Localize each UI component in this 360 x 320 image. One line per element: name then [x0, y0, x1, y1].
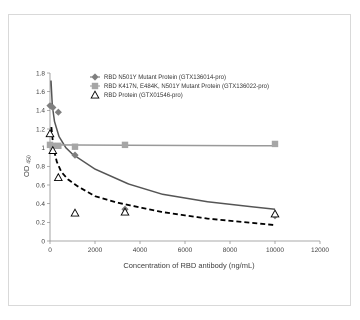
- x-tick-label: 2000: [88, 247, 103, 254]
- elisa-chart: 0 2000 4000 6000 8000 10000 12000 0 0.2 0.4 0.6 0.8…: [9, 15, 352, 307]
- data-point-series-2: [55, 143, 61, 149]
- y-tick-label: 0.4: [36, 201, 45, 208]
- trendline-series-3: [51, 127, 275, 225]
- data-point-series-3: [271, 210, 279, 217]
- trendlines: [50, 81, 275, 226]
- x-tick-label: 0: [48, 247, 52, 254]
- legend-marker-1: [91, 73, 98, 80]
- legend-marker-2: [92, 83, 98, 89]
- y-tick-label: 1.8: [36, 70, 45, 77]
- x-tick-label: 4000: [133, 247, 148, 254]
- legend-label-3: RBD Protein (GTX01546-pro): [104, 93, 183, 99]
- y-tick-label: 0.2: [36, 220, 45, 227]
- legend-label-2: RBD K417N, E484K, N501Y Mutant Protein (…: [104, 84, 269, 90]
- y-tick-label: 1: [41, 145, 45, 152]
- y-axis-title: OD 450: [22, 155, 33, 177]
- x-tick-label: 12000: [311, 247, 329, 254]
- y-tick-label: 1.2: [36, 126, 45, 133]
- trendline-series-2: [50, 145, 275, 146]
- y-tick-label: 1.4: [36, 108, 45, 115]
- x-axis-title: Concentration of RBD antibody (ng/mL): [123, 261, 255, 270]
- y-tick-label: 0: [41, 238, 45, 245]
- y-axis-title-subscript: 450: [27, 155, 33, 164]
- data-point-series-3: [71, 209, 79, 216]
- data-point-series-2: [122, 142, 128, 148]
- y-tick-label: 1.6: [36, 89, 45, 96]
- data-point-series-2: [72, 144, 78, 150]
- y-tick-label: 0.8: [36, 164, 45, 171]
- x-tick-label: 6000: [178, 247, 193, 254]
- data-point-series-3: [55, 174, 63, 181]
- x-tick-label: 10000: [266, 247, 284, 254]
- y-axis-title-main: OD: [22, 165, 31, 177]
- data-point-series-2: [272, 141, 278, 147]
- data-point-series-1: [55, 109, 62, 116]
- y-tick-label: 0.6: [36, 182, 45, 189]
- x-tick-label: 8000: [223, 247, 238, 254]
- chart-frame: 0 2000 4000 6000 8000 10000 12000 0 0.2 0.4 0.6 0.8…: [8, 14, 351, 306]
- legend-marker-3: [91, 91, 99, 98]
- legend-label-1: RBD N501Y Mutant Protein (GTX136014-pro): [104, 75, 226, 81]
- legend: RBD N501Y Mutant Protein (GTX136014-pro)…: [90, 73, 269, 99]
